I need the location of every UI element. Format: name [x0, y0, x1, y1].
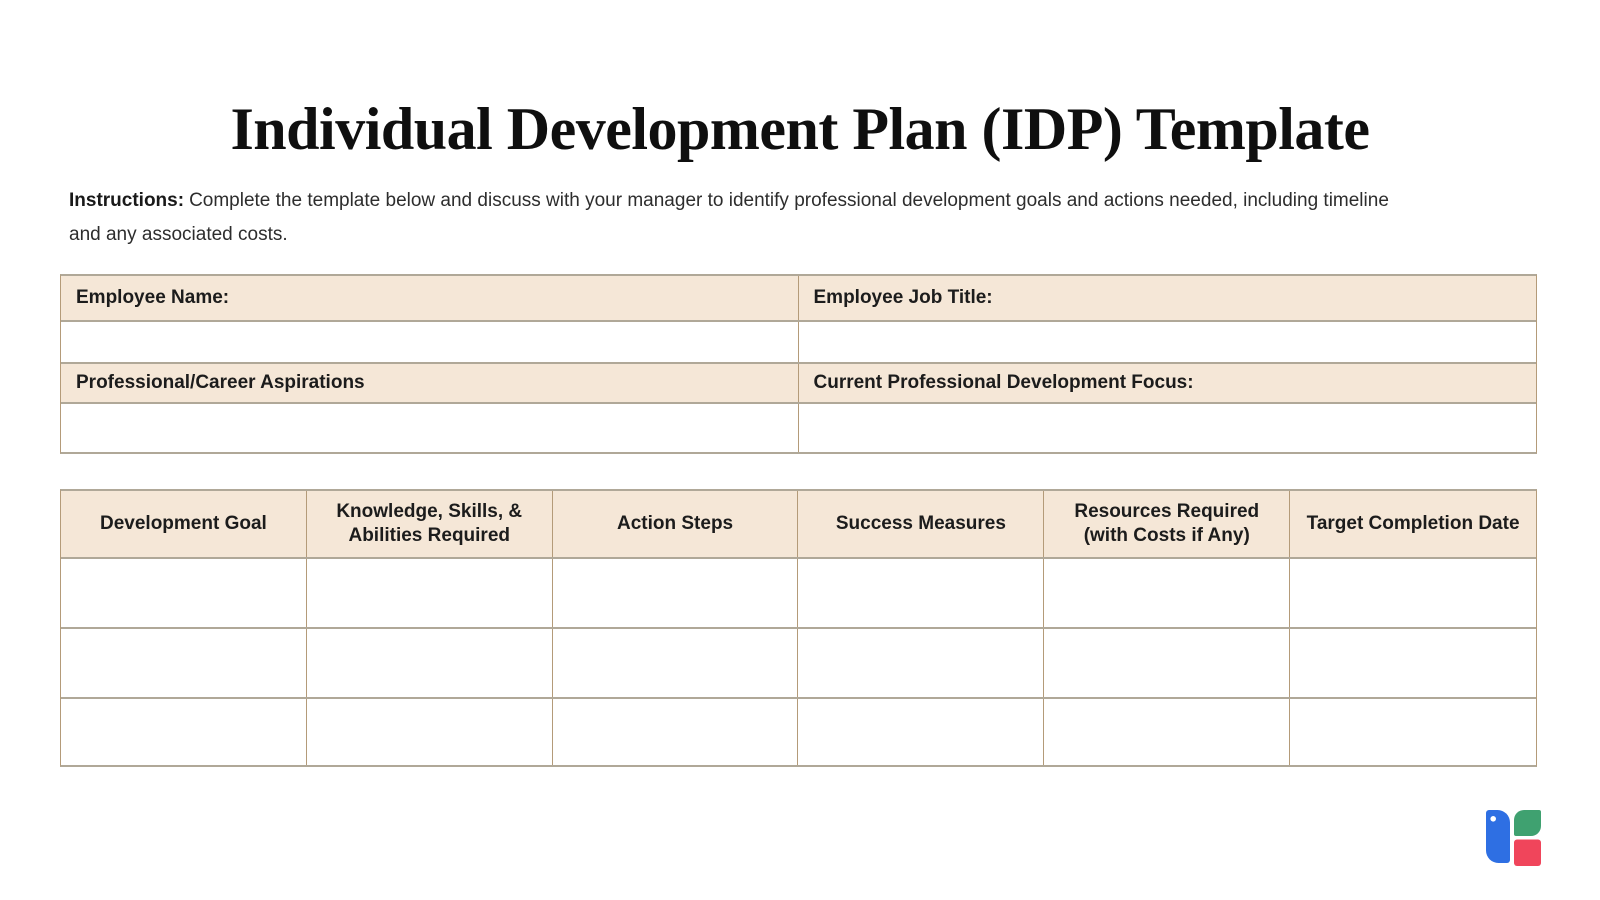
column-header-action-steps: Action Steps	[552, 491, 799, 557]
info-header-row-1: Employee Name: Employee Job Title:	[61, 276, 1536, 320]
instructions-text: Complete the template below and discuss …	[69, 190, 1389, 245]
plan-cell-r3-knowledge-skills[interactable]	[306, 699, 553, 765]
plan-cell-r2-resources-required[interactable]	[1044, 629, 1291, 697]
plan-cell-r1-development-goal[interactable]	[61, 559, 307, 627]
column-header-development-goal: Development Goal	[61, 491, 307, 557]
info-header-row-2: Professional/Career Aspirations Current …	[61, 362, 1536, 402]
plan-row-1	[61, 557, 1536, 627]
plan-cell-r3-action-steps[interactable]	[552, 699, 799, 765]
plan-cell-r1-knowledge-skills[interactable]	[306, 559, 553, 627]
column-header-target-completion-date: Target Completion Date	[1290, 491, 1536, 557]
career-aspirations-input[interactable]	[61, 404, 799, 452]
plan-cell-r3-success-measures[interactable]	[798, 699, 1045, 765]
development-focus-label: Current Professional Development Focus:	[798, 364, 1536, 402]
plan-cell-r2-target-date[interactable]	[1290, 629, 1536, 697]
plan-cell-r1-resources-required[interactable]	[1044, 559, 1291, 627]
plan-cell-r2-success-measures[interactable]	[798, 629, 1045, 697]
plan-header-row: Development Goal Knowledge, Skills, & Ab…	[61, 491, 1536, 557]
career-aspirations-label: Professional/Career Aspirations	[61, 364, 799, 402]
plan-cell-r1-success-measures[interactable]	[798, 559, 1045, 627]
plan-cell-r3-target-date[interactable]	[1290, 699, 1536, 765]
employee-job-title-label: Employee Job Title:	[798, 276, 1536, 320]
employee-info-table: Employee Name: Employee Job Title: Profe…	[60, 274, 1537, 454]
plan-cell-r1-action-steps[interactable]	[552, 559, 799, 627]
employee-job-title-input[interactable]	[798, 322, 1536, 362]
logo-blue-shape	[1486, 810, 1510, 863]
column-header-resources-required: Resources Required (with Costs if Any)	[1044, 491, 1291, 557]
plan-cell-r3-resources-required[interactable]	[1044, 699, 1291, 765]
info-input-row-2	[61, 402, 1536, 452]
plan-row-3	[61, 697, 1536, 765]
instructions-label: Instructions:	[69, 190, 185, 211]
page-title: Individual Development Plan (IDP) Templa…	[230, 96, 1370, 163]
plan-cell-r2-development-goal[interactable]	[61, 629, 307, 697]
plan-row-2	[61, 627, 1536, 697]
info-input-row-1	[61, 320, 1536, 362]
templatenet-logo-icon	[1486, 810, 1541, 866]
plan-cell-r1-target-date[interactable]	[1290, 559, 1536, 627]
logo-white-dot	[1490, 816, 1496, 822]
plan-cell-r2-knowledge-skills[interactable]	[306, 629, 553, 697]
instructions-paragraph: Instructions: Complete the template below…	[69, 184, 1404, 252]
logo-green-shape	[1514, 810, 1541, 836]
employee-name-label: Employee Name:	[61, 276, 799, 320]
plan-cell-r2-action-steps[interactable]	[552, 629, 799, 697]
plan-cell-r3-development-goal[interactable]	[61, 699, 307, 765]
employee-name-input[interactable]	[61, 322, 799, 362]
column-header-success-measures: Success Measures	[798, 491, 1045, 557]
development-plan-table: Development Goal Knowledge, Skills, & Ab…	[60, 489, 1537, 767]
development-focus-input[interactable]	[798, 404, 1536, 452]
column-header-knowledge-skills-abilities: Knowledge, Skills, & Abilities Required	[306, 491, 553, 557]
logo-red-shape	[1514, 839, 1541, 866]
